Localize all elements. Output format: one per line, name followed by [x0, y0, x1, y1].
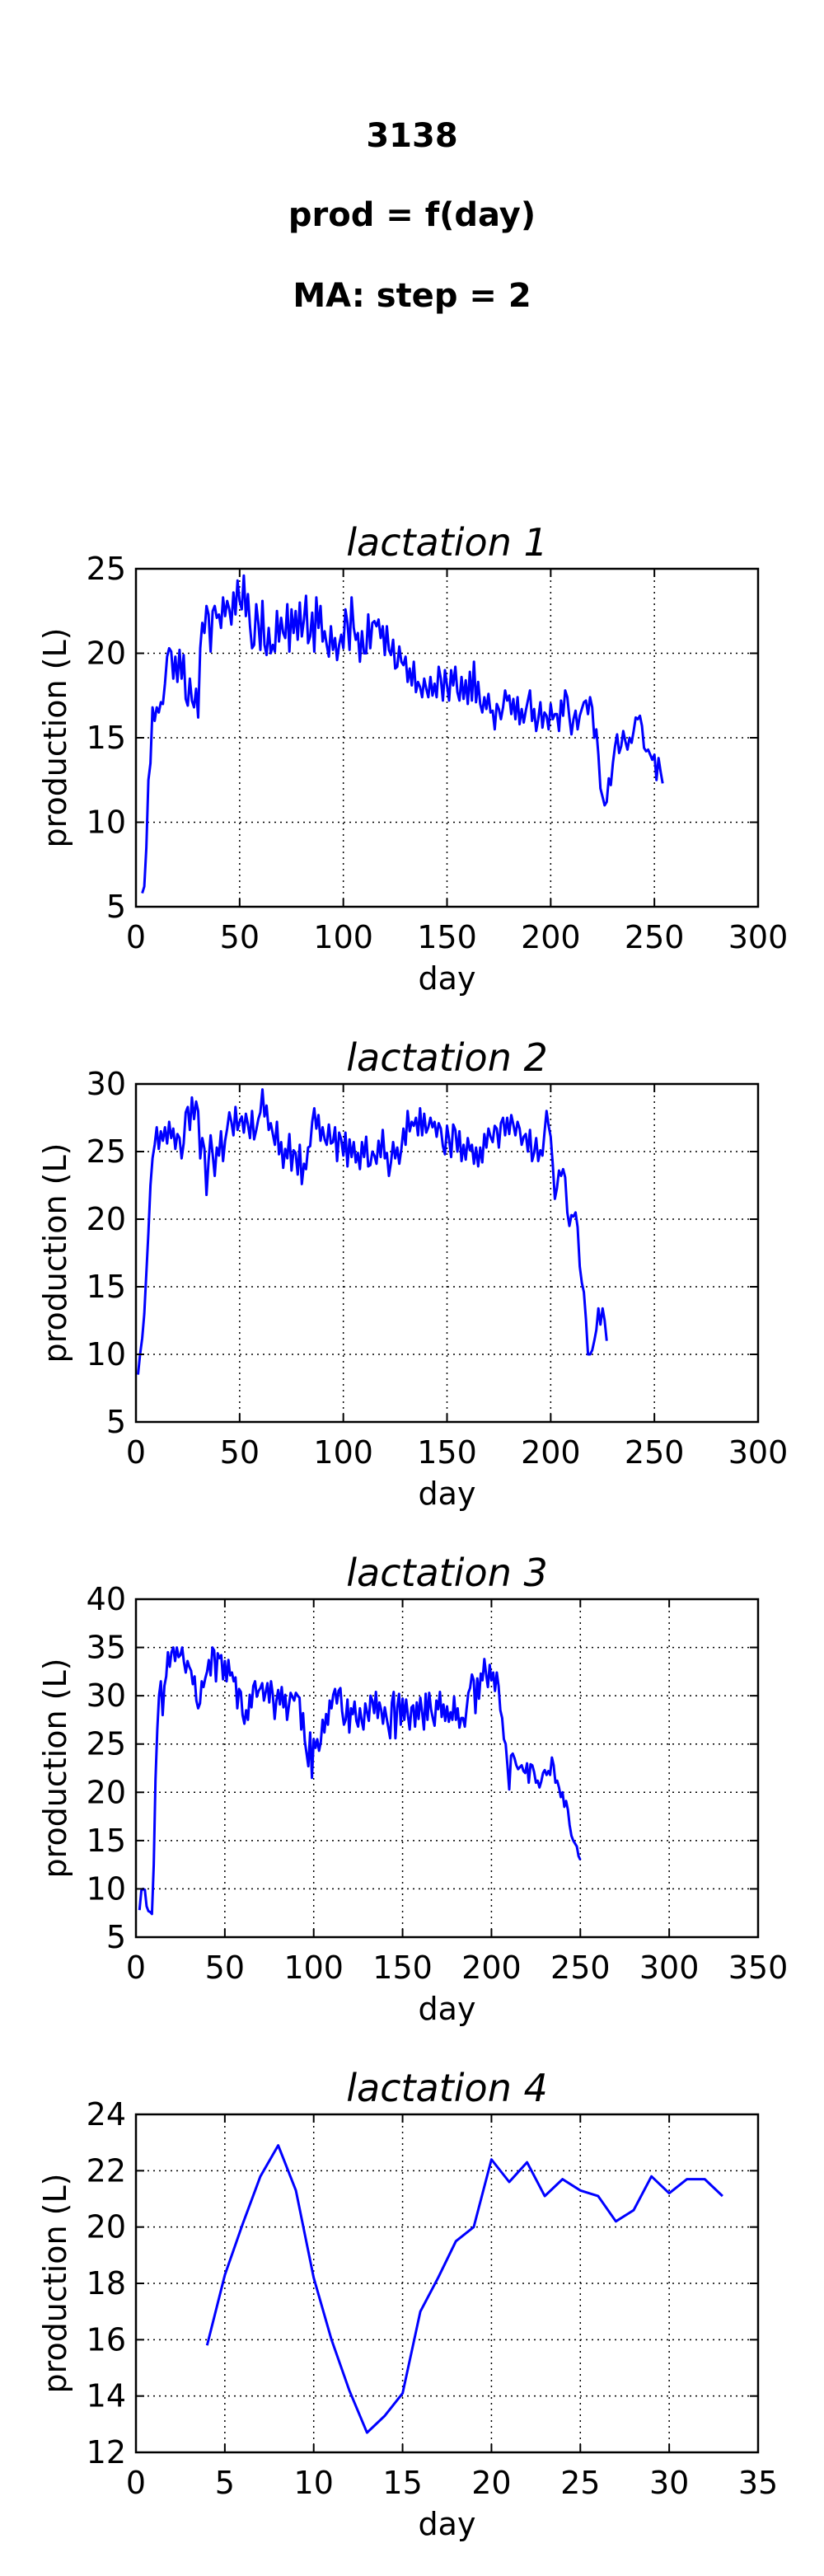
- y-tick-label: 20: [87, 1774, 126, 1810]
- x-tick-label: 50: [220, 1434, 260, 1471]
- y-axis-label: production (L): [37, 628, 73, 848]
- y-axis-label: production (L): [37, 1659, 73, 1879]
- x-tick-label: 0: [126, 1950, 146, 1986]
- x-tick-label: 200: [521, 919, 581, 955]
- y-tick-label: 5: [106, 1404, 126, 1440]
- y-tick-label: 20: [87, 636, 126, 672]
- y-tick-label: 20: [87, 1201, 126, 1237]
- y-tick-label: 30: [87, 1066, 126, 1102]
- y-tick-label: 5: [106, 1919, 126, 1955]
- x-tick-label: 300: [728, 1434, 789, 1471]
- y-tick-label: 14: [87, 2378, 126, 2414]
- x-tick-label: 100: [283, 1950, 344, 1986]
- chart-title: lactation 4: [346, 2066, 548, 2110]
- chart-title: lactation 2: [346, 1035, 548, 1080]
- x-tick-label: 100: [313, 919, 373, 955]
- x-axis-label: day: [419, 2506, 476, 2542]
- series-line: [205, 2144, 723, 2434]
- y-tick-label: 10: [87, 1336, 126, 1372]
- x-tick-label: 30: [649, 2465, 689, 2501]
- x-axis-label: day: [419, 1476, 476, 1512]
- y-tick-label: 25: [87, 1726, 126, 1762]
- chart-title: lactation 3: [346, 1551, 548, 1595]
- x-tick-label: 0: [126, 919, 146, 955]
- x-tick-label: 150: [372, 1950, 433, 1986]
- x-tick-label: 150: [417, 1434, 477, 1471]
- figure-title-formula: prod = f(day): [288, 196, 536, 234]
- y-tick-label: 30: [87, 1677, 126, 1714]
- x-tick-label: 150: [417, 919, 477, 955]
- y-tick-label: 25: [87, 1133, 126, 1170]
- x-axis-label: day: [419, 1991, 476, 2027]
- y-tick-label: 16: [87, 2321, 126, 2358]
- x-tick-label: 300: [639, 1950, 700, 1986]
- chart-1: lactation 1 0 50 100 150 200 250 300 5 10 15 20 25 da…: [37, 520, 788, 997]
- x-tick-label: 350: [728, 1950, 789, 1986]
- y-tick-label: 10: [87, 805, 126, 841]
- y-tick-label: 15: [87, 1269, 126, 1305]
- x-tick-label: 250: [550, 1950, 611, 1986]
- chart-title: lactation 1: [346, 520, 548, 565]
- x-tick-label: 5: [215, 2465, 235, 2501]
- figure-title-id: 3138: [366, 117, 458, 155]
- x-tick-label: 250: [625, 1434, 685, 1471]
- axes-frame: [134, 1598, 760, 1939]
- x-tick-label: 25: [560, 2465, 600, 2501]
- y-tick-label: 20: [87, 2209, 126, 2245]
- y-tick-label: 24: [87, 2096, 126, 2133]
- y-axis-label: production (L): [37, 1143, 73, 1363]
- x-tick-label: 300: [728, 919, 789, 955]
- x-tick-label: 20: [471, 2465, 511, 2501]
- y-tick-label: 40: [87, 1581, 126, 1617]
- chart-3: lactation 3 0 50 100 150 200 250 300 350 5 10 15 20 2…: [37, 1551, 788, 2027]
- x-tick-label: 50: [220, 919, 260, 955]
- x-tick-label: 35: [738, 2465, 778, 2501]
- x-tick-label: 0: [126, 1434, 146, 1471]
- y-tick-label: 15: [87, 720, 126, 756]
- x-tick-label: 0: [126, 2465, 146, 2501]
- x-tick-label: 100: [313, 1434, 373, 1471]
- x-tick-label: 50: [205, 1950, 245, 1986]
- x-tick-label: 200: [461, 1950, 522, 1986]
- figure-title-ma-step: MA: step = 2: [293, 277, 531, 315]
- series-line: [137, 1088, 608, 1375]
- y-tick-label: 22: [87, 2152, 126, 2189]
- y-axis-label: production (L): [37, 2174, 73, 2394]
- x-tick-label: 200: [521, 1434, 581, 1471]
- y-tick-label: 12: [87, 2434, 126, 2470]
- series-line: [141, 574, 664, 894]
- x-tick-label: 15: [382, 2465, 422, 2501]
- x-axis-label: day: [419, 960, 476, 997]
- y-tick-label: 25: [87, 551, 126, 587]
- y-tick-label: 15: [87, 1823, 126, 1859]
- series-line: [138, 1646, 582, 1916]
- y-tick-label: 18: [87, 2265, 126, 2302]
- y-tick-label: 5: [106, 889, 126, 925]
- chart-4: lactation 4 0 5 10 15 20 25 30 35 12 14 16 18 20 22 24 d…: [37, 2066, 778, 2542]
- x-tick-label: 250: [625, 919, 685, 955]
- chart-2: lactation 2 0 50 100 150 200 250 300 5 10 15 20 25 30…: [37, 1035, 788, 1512]
- x-tick-label: 10: [294, 2465, 334, 2501]
- y-tick-label: 10: [87, 1870, 126, 1907]
- y-tick-label: 35: [87, 1630, 126, 1666]
